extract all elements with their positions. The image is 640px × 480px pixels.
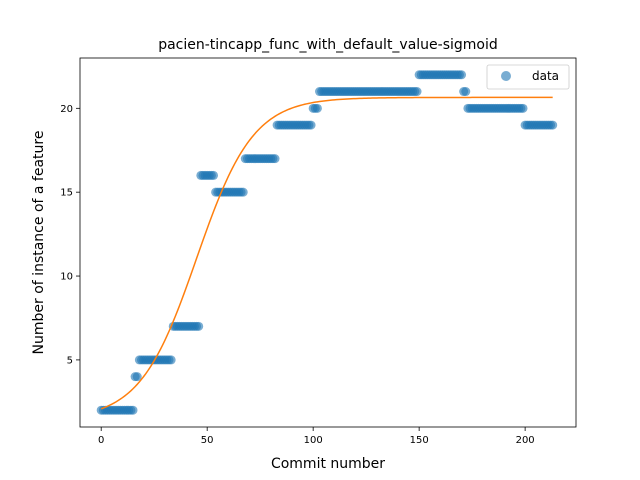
legend: data [486, 64, 570, 90]
x-tick-label: 150 [410, 435, 429, 446]
data-point [166, 355, 176, 365]
data-point [209, 170, 219, 180]
x-tick-label: 50 [201, 435, 214, 446]
y-axis-label: Number of instance of a feature [31, 131, 47, 355]
data-point [412, 87, 422, 97]
legend-box [486, 64, 570, 90]
legend-marker [501, 71, 511, 81]
sigmoid-fit-line [100, 96, 553, 410]
data-point [238, 187, 248, 197]
chart-title: pacien-tincapp_func_with_default_value-s… [158, 37, 498, 53]
data-point [312, 103, 322, 113]
data-point [548, 120, 558, 130]
y-tick-label: 15 [60, 188, 73, 199]
data-point [461, 87, 471, 97]
data-point [270, 154, 280, 164]
data-points [96, 70, 558, 415]
legend-label: data [532, 69, 559, 83]
x-tick-label: 200 [516, 435, 535, 446]
x-tick-label: 0 [98, 435, 104, 446]
data-point [132, 372, 142, 382]
x-tick-label: 100 [304, 435, 323, 446]
data-point [194, 321, 204, 331]
x-axis-label: Commit number [271, 456, 385, 472]
data-point [306, 120, 316, 130]
data-point [457, 70, 467, 80]
plot-frame [79, 57, 577, 428]
data-point [518, 103, 528, 113]
axis-ticks: 0 50 100 150 200 5 10 15 20 [60, 104, 534, 446]
y-tick-label: 5 [67, 355, 73, 366]
data-point [128, 405, 138, 415]
y-tick-label: 10 [60, 272, 73, 283]
y-tick-label: 20 [60, 104, 73, 115]
